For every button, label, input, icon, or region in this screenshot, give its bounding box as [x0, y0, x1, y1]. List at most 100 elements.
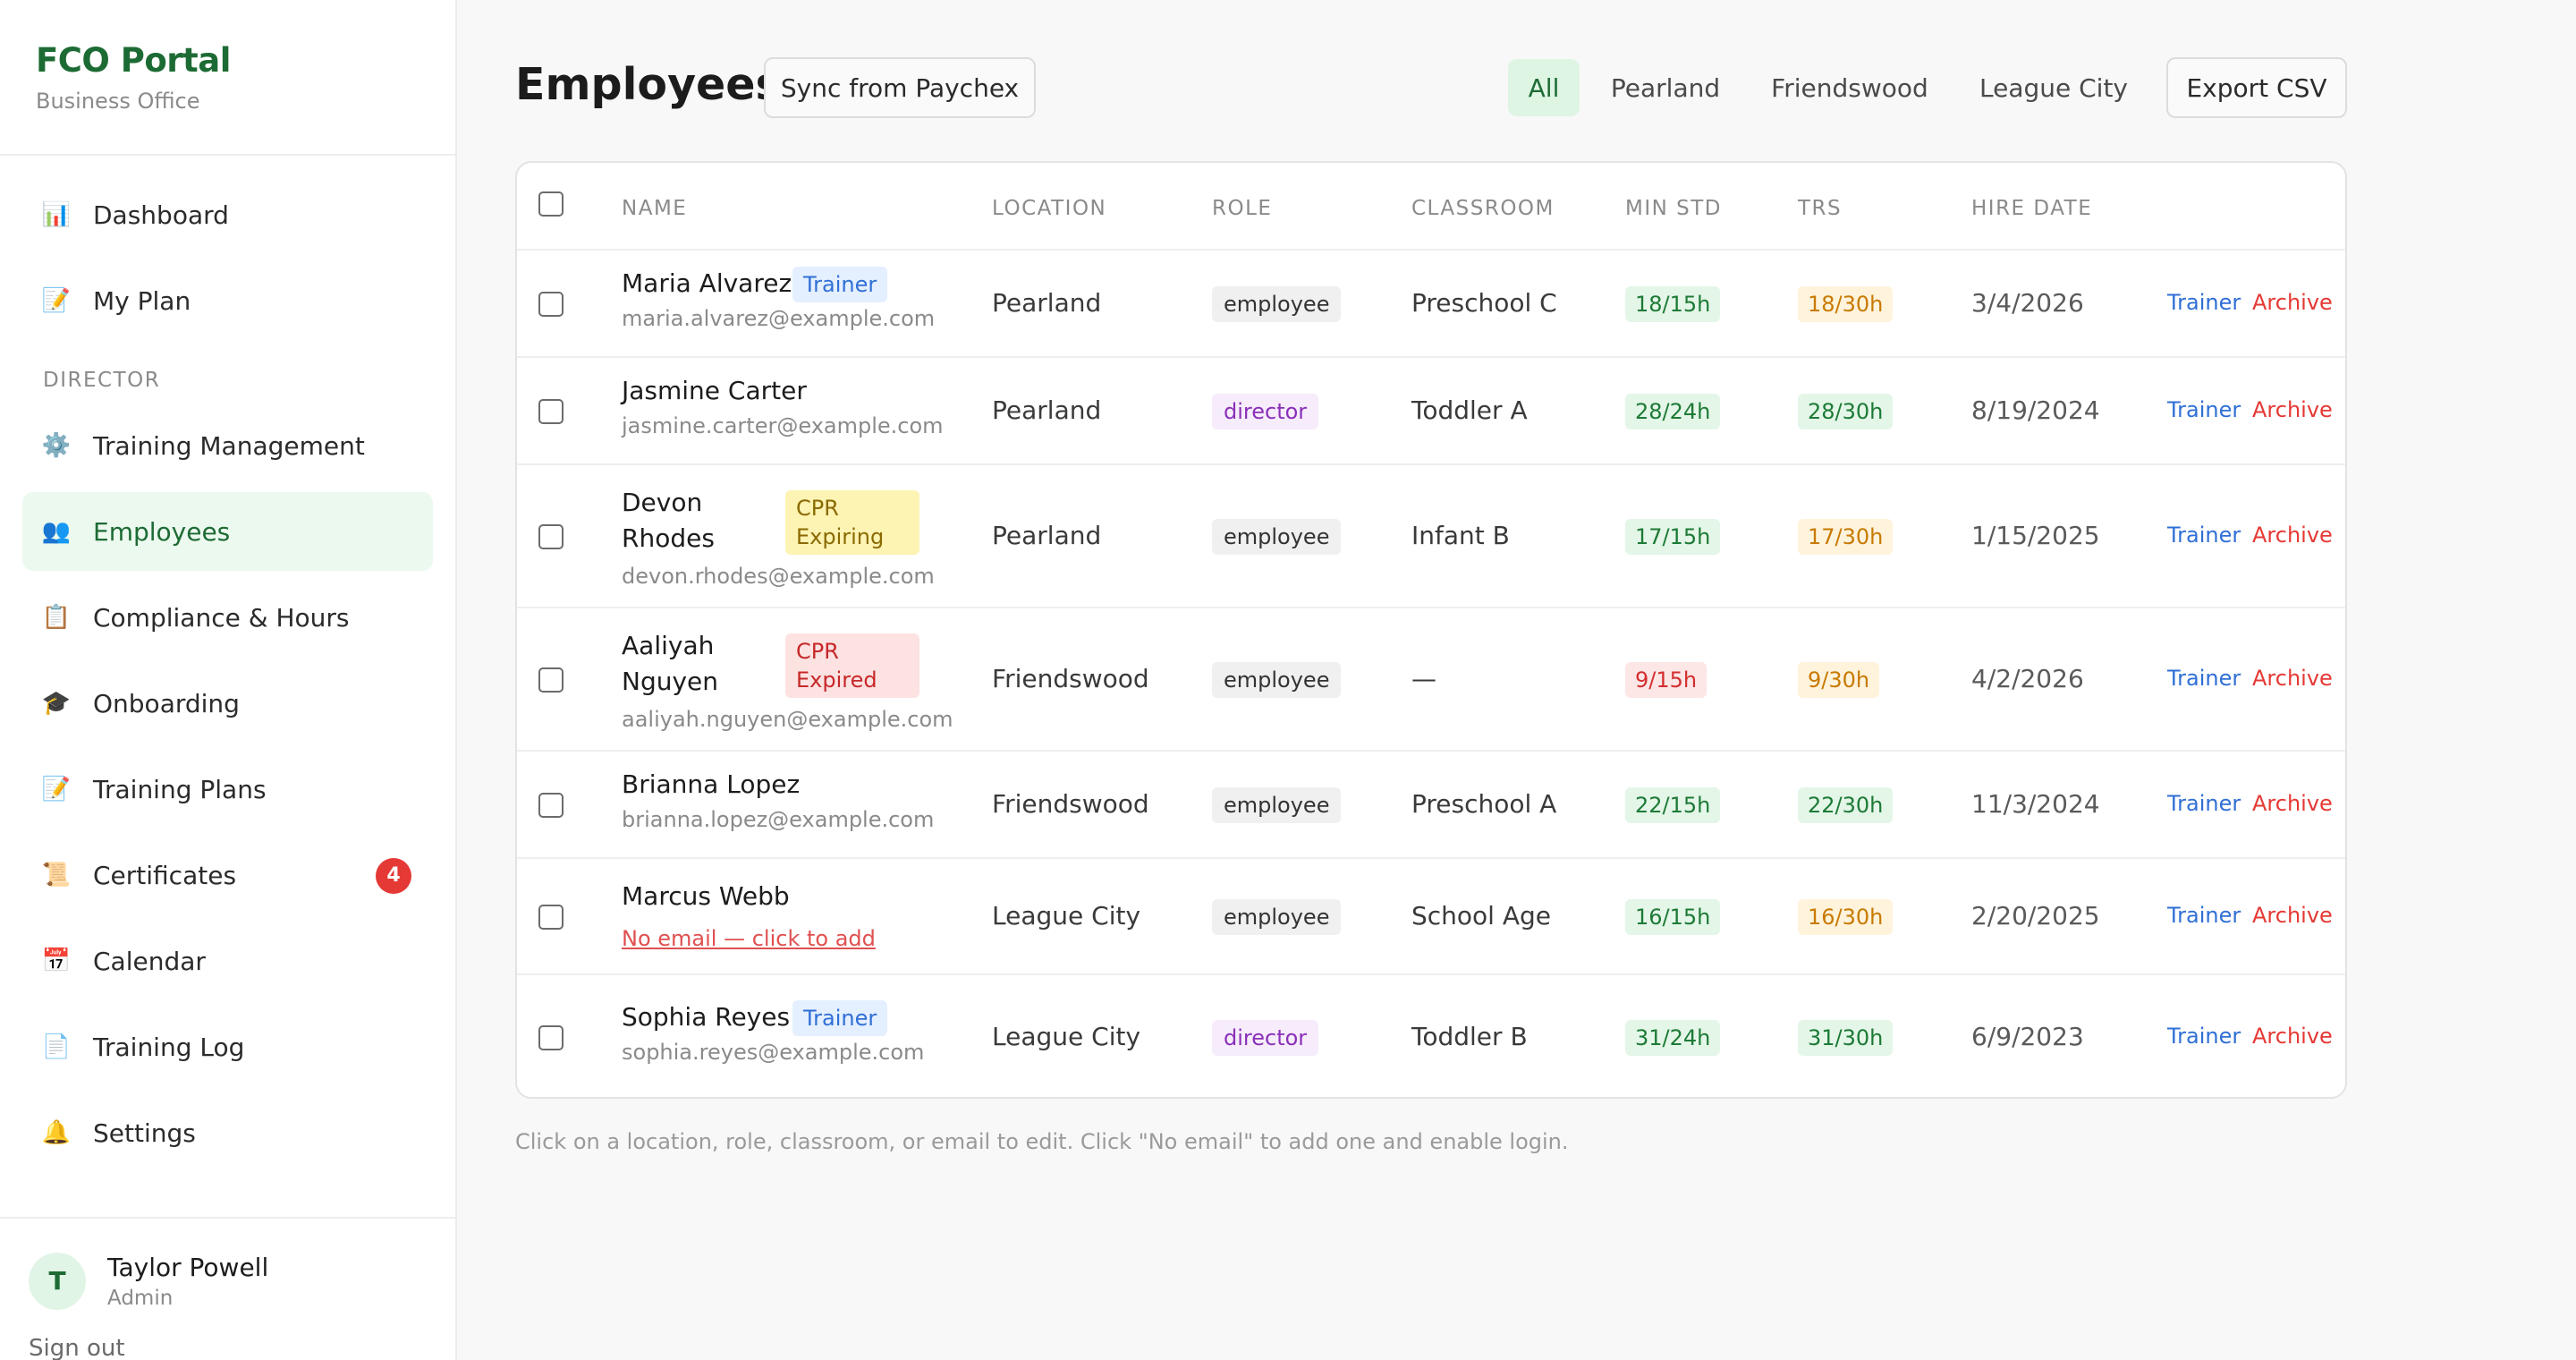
sidebar-item-onboarding[interactable]: 🎓 Onboarding [22, 664, 433, 743]
row-checkbox[interactable] [538, 399, 564, 424]
memo-icon: 📝 [41, 776, 72, 803]
table-row: Maria Alvarez maria.alvarez@example.com Tr… [517, 249, 2345, 356]
row-checkbox[interactable] [538, 292, 564, 317]
employee-classroom[interactable]: Toddler A [1411, 395, 1528, 425]
employee-location[interactable]: Pearland [992, 521, 1102, 550]
sidebar-item-compliance-and-hours[interactable]: 📋 Compliance & Hours [22, 578, 433, 657]
sidebar-item-training-plans[interactable]: 📝 Training Plans [22, 750, 433, 829]
filter-league-city[interactable]: League City [1979, 72, 2129, 103]
sidebar-item-label: Calendar [93, 946, 206, 976]
hire-date: 8/19/2024 [1971, 395, 2100, 425]
sidebar-item-dashboard[interactable]: 📊 Dashboard [22, 175, 433, 254]
row-checkbox[interactable] [538, 1025, 564, 1050]
sidebar-item-label: Employees [93, 516, 231, 547]
sync-paychex-button[interactable]: Sync from Paychex [764, 57, 1036, 118]
archive-action[interactable]: Archive [2252, 523, 2333, 548]
row-checkbox[interactable] [538, 793, 564, 818]
column-header-classroom: CLASSROOM [1411, 197, 1555, 220]
archive-action[interactable]: Archive [2252, 903, 2333, 928]
count-badge: 4 [376, 858, 411, 894]
archive-action[interactable]: Archive [2252, 1024, 2333, 1049]
role-badge[interactable]: director [1212, 1020, 1319, 1056]
employee-classroom[interactable]: School Age [1411, 901, 1552, 931]
add-email-link[interactable]: No email — click to add [622, 926, 876, 951]
graduation-cap-icon: 🎓 [41, 690, 72, 717]
employee-location[interactable]: Friendswood [992, 789, 1149, 819]
trainer-action[interactable]: Trainer [2167, 1024, 2241, 1049]
role-badge[interactable]: employee [1212, 787, 1342, 823]
brand-subtitle: Business Office [36, 89, 200, 114]
employee-email[interactable]: jasmine.carter@example.com [622, 413, 944, 438]
hire-date: 3/4/2026 [1971, 288, 2084, 318]
role-badge[interactable]: employee [1212, 286, 1342, 322]
archive-action[interactable]: Archive [2252, 290, 2333, 315]
table-row: Brianna Lopez brianna.lopez@example.com Fr… [517, 750, 2345, 857]
employee-classroom[interactable]: Toddler B [1411, 1022, 1528, 1051]
trainer-action[interactable]: Trainer [2167, 791, 2241, 816]
row-checkbox[interactable] [538, 524, 564, 549]
employee-name: Devon Rhodes [622, 488, 715, 553]
employee-location[interactable]: Pearland [992, 395, 1102, 425]
filter-friendswood[interactable]: Friendswood [1771, 72, 1928, 103]
column-header-min-std: MIN STD [1625, 197, 1723, 220]
employee-location[interactable]: League City [992, 1022, 1141, 1051]
employee-location[interactable]: Friendswood [992, 664, 1149, 693]
sidebar-item-label: Settings [93, 1118, 196, 1148]
employee-classroom[interactable]: — [1411, 664, 1436, 693]
row-checkbox[interactable] [538, 667, 564, 693]
page-icon: 📄 [41, 1033, 72, 1060]
avatar[interactable]: T [29, 1253, 86, 1310]
employee-email[interactable]: sophia.reyes@example.com [622, 1040, 925, 1065]
export-csv-button[interactable]: Export CSV [2166, 57, 2347, 118]
clipboard-icon: 📋 [41, 604, 72, 631]
filter-all[interactable]: All [1508, 59, 1580, 116]
people-icon: 👥 [41, 518, 72, 545]
employee-location[interactable]: League City [992, 901, 1141, 931]
employee-email[interactable]: aaliyah.nguyen@example.com [622, 707, 953, 732]
sidebar-item-label: Training Log [93, 1032, 245, 1062]
trainer-action[interactable]: Trainer [2167, 523, 2241, 548]
table-row: Jasmine Carter jasmine.carter@example.com… [517, 356, 2345, 463]
sidebar-item-certificates[interactable]: 📜 Certificates 4 [22, 836, 433, 914]
sidebar-item-label: Dashboard [93, 200, 229, 230]
role-badge[interactable]: employee [1212, 899, 1342, 935]
trainer-action[interactable]: Trainer [2167, 666, 2241, 691]
hire-date: 11/3/2024 [1971, 789, 2100, 819]
trainer-action[interactable]: Trainer [2167, 903, 2241, 928]
sidebar-item-settings[interactable]: 🔔 Settings [22, 1093, 433, 1172]
select-all-checkbox[interactable] [538, 191, 564, 217]
role-badge[interactable]: director [1212, 394, 1319, 429]
employee-name: Maria Alvarez [622, 268, 792, 298]
min-std-hours: 9/15h [1625, 662, 1707, 698]
sidebar-item-label: Compliance & Hours [93, 602, 350, 633]
employee-classroom[interactable]: Infant B [1411, 521, 1510, 550]
trainer-action[interactable]: Trainer [2167, 397, 2241, 422]
sidebar-item-training-log[interactable]: 📄 Training Log [22, 1007, 433, 1086]
filter-pearland[interactable]: Pearland [1610, 72, 1721, 103]
employee-email[interactable]: devon.rhodes@example.com [622, 564, 935, 589]
archive-action[interactable]: Archive [2252, 666, 2333, 691]
trainer-action[interactable]: Trainer [2167, 290, 2241, 315]
table-row: Aaliyah Nguyen aaliyah.nguyen@example.com… [517, 607, 2345, 750]
sign-out-link[interactable]: Sign out [29, 1335, 125, 1360]
employee-location[interactable]: Pearland [992, 288, 1102, 318]
gear-icon: ⚙️ [41, 432, 72, 459]
hire-date: 1/15/2025 [1971, 521, 2100, 550]
row-checkbox[interactable] [538, 905, 564, 930]
sidebar-item-employees[interactable]: 👥 Employees [22, 492, 433, 571]
archive-action[interactable]: Archive [2252, 397, 2333, 422]
sidebar-item-calendar[interactable]: 📅 Calendar [22, 922, 433, 1000]
employee-classroom[interactable]: Preschool A [1411, 789, 1557, 819]
trs-hours: 16/30h [1798, 899, 1894, 935]
sidebar-item-label: Training Management [93, 430, 365, 461]
employee-email[interactable]: maria.alvarez@example.com [622, 306, 936, 331]
employee-email[interactable]: brianna.lopez@example.com [622, 807, 935, 832]
role-badge[interactable]: employee [1212, 662, 1342, 698]
status-tag: Trainer [792, 1000, 888, 1036]
trs-hours: 22/30h [1798, 787, 1894, 823]
sidebar-item-my-plan[interactable]: 📝 My Plan [22, 261, 433, 340]
sidebar-item-training-management[interactable]: ⚙️ Training Management [22, 406, 433, 485]
archive-action[interactable]: Archive [2252, 791, 2333, 816]
employee-classroom[interactable]: Preschool C [1411, 288, 1557, 318]
role-badge[interactable]: employee [1212, 519, 1342, 555]
